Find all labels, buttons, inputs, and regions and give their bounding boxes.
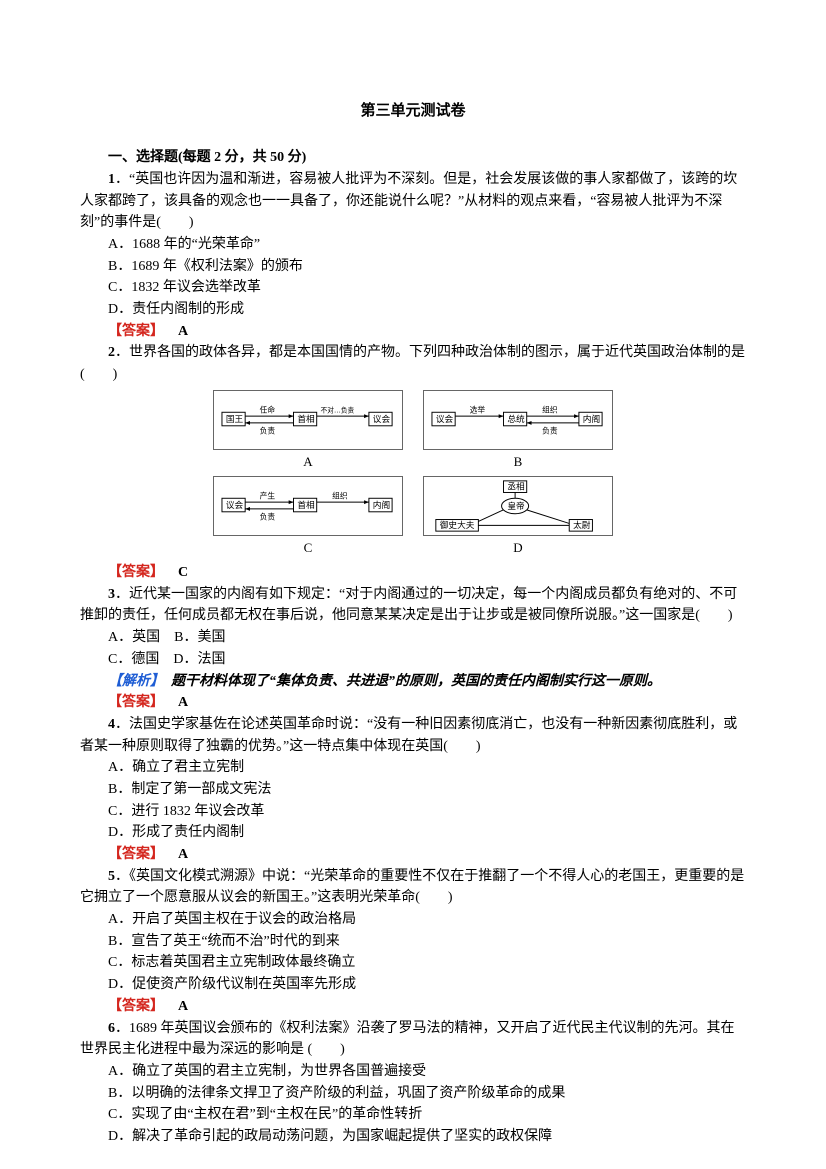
q5-answer-letter: A (178, 999, 188, 1014)
q3-opts-ab: A．英国 B．美国 (80, 627, 746, 649)
q1-opt-a: A．1688 年的“光荣革命” (80, 234, 746, 256)
q4-text: 4．法国史学家基佐在论述英国革命时说：“没有一种旧因素彻底消亡，也没有一种新因素… (80, 714, 746, 757)
q5-opt-d: D．促使资产阶级代议制在英国率先形成 (80, 974, 746, 996)
diagram-b-wrap: 议会 总统 内阁 选举 组织 负责 B (423, 390, 613, 472)
q4-answer: 【答案】 A (80, 844, 746, 866)
q5-num: 5 (108, 869, 115, 884)
svg-text:内阁: 内阁 (373, 499, 390, 510)
q3-opt-d: D．法国 (173, 652, 225, 667)
svg-text:首相: 首相 (297, 413, 315, 424)
q2-num: 2 (108, 345, 115, 360)
svg-text:议会: 议会 (373, 413, 391, 424)
q4-answer-letter: A (178, 847, 188, 862)
q6-body: ．1689 年英国议会颁布的《权利法案》沿袭了罗马法的精神，又开启了近代民主代议… (80, 1021, 735, 1058)
svg-text:太尉: 太尉 (573, 519, 591, 530)
q2-answer: 【答案】 C (80, 562, 746, 584)
diagram-a-wrap: 国王 首相 议会 任命 不对…负责 负责 A (213, 390, 403, 472)
analysis-label: 【解析】 (108, 674, 157, 689)
q6-opt-c: C．实现了由“主权在君”到“主权在民”的革命性转折 (80, 1104, 746, 1126)
q3-analysis-text: 题干材料体现了“集体负责、共进退”的原则，英国的责任内阁制实行这一原则。 (171, 674, 661, 689)
q6-num: 6 (108, 1021, 115, 1036)
diagram-b: 议会 总统 内阁 选举 组织 负责 (423, 390, 613, 450)
q3-opt-b: B．美国 (174, 630, 225, 645)
answer-label: 【答案】 (108, 695, 164, 710)
q1-answer-letter: A (178, 324, 188, 339)
q3-opts-cd: C．德国 D．法国 (80, 649, 746, 671)
svg-text:议会: 议会 (436, 413, 454, 424)
q6-opt-a: A．确立了英国的君主立宪制，为世界各国普遍接受 (80, 1061, 746, 1083)
diagram-a-label: A (213, 452, 403, 472)
q3-analysis: 【解析】 题干材料体现了“集体负责、共进退”的原则，英国的责任内阁制实行这一原则… (80, 671, 746, 693)
q4-opt-c: C．进行 1832 年议会改革 (80, 801, 746, 823)
svg-text:负责: 负责 (260, 425, 276, 435)
q4-body: ．法国史学家基佐在论述英国革命时说：“没有一种旧因素彻底消亡，也没有一种新因素彻… (80, 717, 737, 754)
diagram-d-wrap: 丞相 皇帝 御史大夫 太尉 D (423, 476, 613, 558)
q4-opt-a: A．确立了君主立宪制 (80, 757, 746, 779)
section-heading: 一、选择题(每题 2 分，共 50 分) (80, 147, 746, 169)
q3-body: ．近代某一国家的内阁有如下规定：“对于内阁通过的一切决定，每一个内阁成员都负有绝… (80, 587, 737, 624)
svg-text:负责: 负责 (260, 511, 276, 521)
answer-label: 【答案】 (108, 565, 164, 580)
q3-text: 3．近代某一国家的内阁有如下规定：“对于内阁通过的一切决定，每一个内阁成员都负有… (80, 584, 746, 627)
q1-opt-d: D．责任内阁制的形成 (80, 299, 746, 321)
q1-body: ．“英国也许因为温和渐进，容易被人批评为不深刻。但是，社会发展该做的事人家都做了… (80, 172, 737, 230)
q5-text: 5．《英国文化模式溯源》中说：“光荣革命的重要性不仅在于推翻了一个不得人心的老国… (80, 866, 746, 909)
q5-opt-a: A．开启了英国主权在于议会的政治格局 (80, 909, 746, 931)
q5-answer: 【答案】 A (80, 996, 746, 1018)
q3-num: 3 (108, 587, 115, 602)
q6-text: 6．1689 年英国议会颁布的《权利法案》沿袭了罗马法的精神，又开启了近代民主代… (80, 1018, 746, 1061)
q2-text: 2．世界各国的政体各异，都是本国国情的产物。下列四种政治体制的图示，属于近代英国… (80, 342, 746, 385)
q1-answer: 【答案】 A (80, 321, 746, 343)
answer-label: 【答案】 (108, 324, 164, 339)
diagram-c-label: C (213, 538, 403, 558)
svg-text:总统: 总统 (507, 413, 525, 424)
svg-text:不对…负责: 不对…负责 (321, 405, 355, 414)
svg-text:组织: 组织 (542, 404, 558, 414)
q2-body: ．世界各国的政体各异，都是本国国情的产物。下列四种政治体制的图示，属于近代英国政… (80, 345, 745, 382)
answer-label: 【答案】 (108, 999, 164, 1014)
svg-text:丞相: 丞相 (507, 481, 525, 492)
q1-text: 1．“英国也许因为温和渐进，容易被人批评为不深刻。但是，社会发展该做的事人家都做… (80, 169, 746, 234)
svg-text:产生: 产生 (260, 490, 276, 500)
q1-opt-b: B．1689 年《权利法案》的颁布 (80, 256, 746, 278)
diagram-d: 丞相 皇帝 御史大夫 太尉 (423, 476, 613, 536)
svg-text:首相: 首相 (297, 499, 315, 510)
q3-opt-c: C．德国 (108, 652, 159, 667)
diagram-c-wrap: 议会 首相 内阁 产生 组织 负责 C (213, 476, 403, 558)
diagram-b-label: B (423, 452, 613, 472)
q2-answer-letter: C (178, 565, 188, 580)
q4-opt-b: B．制定了第一部成文宪法 (80, 779, 746, 801)
q5-opt-b: B．宣告了英王“统而不治”时代的到来 (80, 931, 746, 953)
q4-opt-d: D．形成了责任内阁制 (80, 822, 746, 844)
diagram-c: 议会 首相 内阁 产生 组织 负责 (213, 476, 403, 536)
diagram-row-1: 国王 首相 议会 任命 不对…负责 负责 A 议会 总统 内阁 (80, 390, 746, 472)
svg-text:选举: 选举 (470, 404, 486, 414)
svg-text:皇帝: 皇帝 (507, 500, 525, 511)
svg-text:议会: 议会 (226, 499, 244, 510)
svg-text:御史大夫: 御史大夫 (440, 519, 475, 530)
svg-text:内阁: 内阁 (583, 413, 600, 424)
q6-opt-d: D．解决了革命引起的政局动荡问题，为国家崛起提供了坚实的政权保障 (80, 1126, 746, 1148)
diagram-row-2: 议会 首相 内阁 产生 组织 负责 C 丞相 皇帝 御史大夫 (80, 476, 746, 558)
svg-text:组织: 组织 (332, 490, 348, 500)
diagram-d-label: D (423, 538, 613, 558)
q6-opt-b: B．以明确的法律条文捍卫了资产阶级的利益，巩固了资产阶级革命的成果 (80, 1083, 746, 1105)
svg-text:负责: 负责 (542, 425, 558, 435)
q1-num: 1 (108, 172, 115, 187)
page-title: 第三单元测试卷 (80, 100, 746, 123)
q3-answer: 【答案】 A (80, 692, 746, 714)
q1-opt-c: C．1832 年议会选举改革 (80, 277, 746, 299)
q5-opt-c: C．标志着英国君主立宪制政体最终确立 (80, 952, 746, 974)
diagram-a: 国王 首相 议会 任命 不对…负责 负责 (213, 390, 403, 450)
q3-answer-letter: A (178, 695, 188, 710)
svg-text:任命: 任命 (260, 404, 276, 414)
q3-opt-a: A．英国 (108, 630, 160, 645)
answer-label: 【答案】 (108, 847, 164, 862)
svg-text:国王: 国王 (226, 414, 244, 424)
q5-body: ．《英国文化模式溯源》中说：“光荣革命的重要性不仅在于推翻了一个不得人心的老国王… (80, 869, 744, 906)
q4-num: 4 (108, 717, 115, 732)
